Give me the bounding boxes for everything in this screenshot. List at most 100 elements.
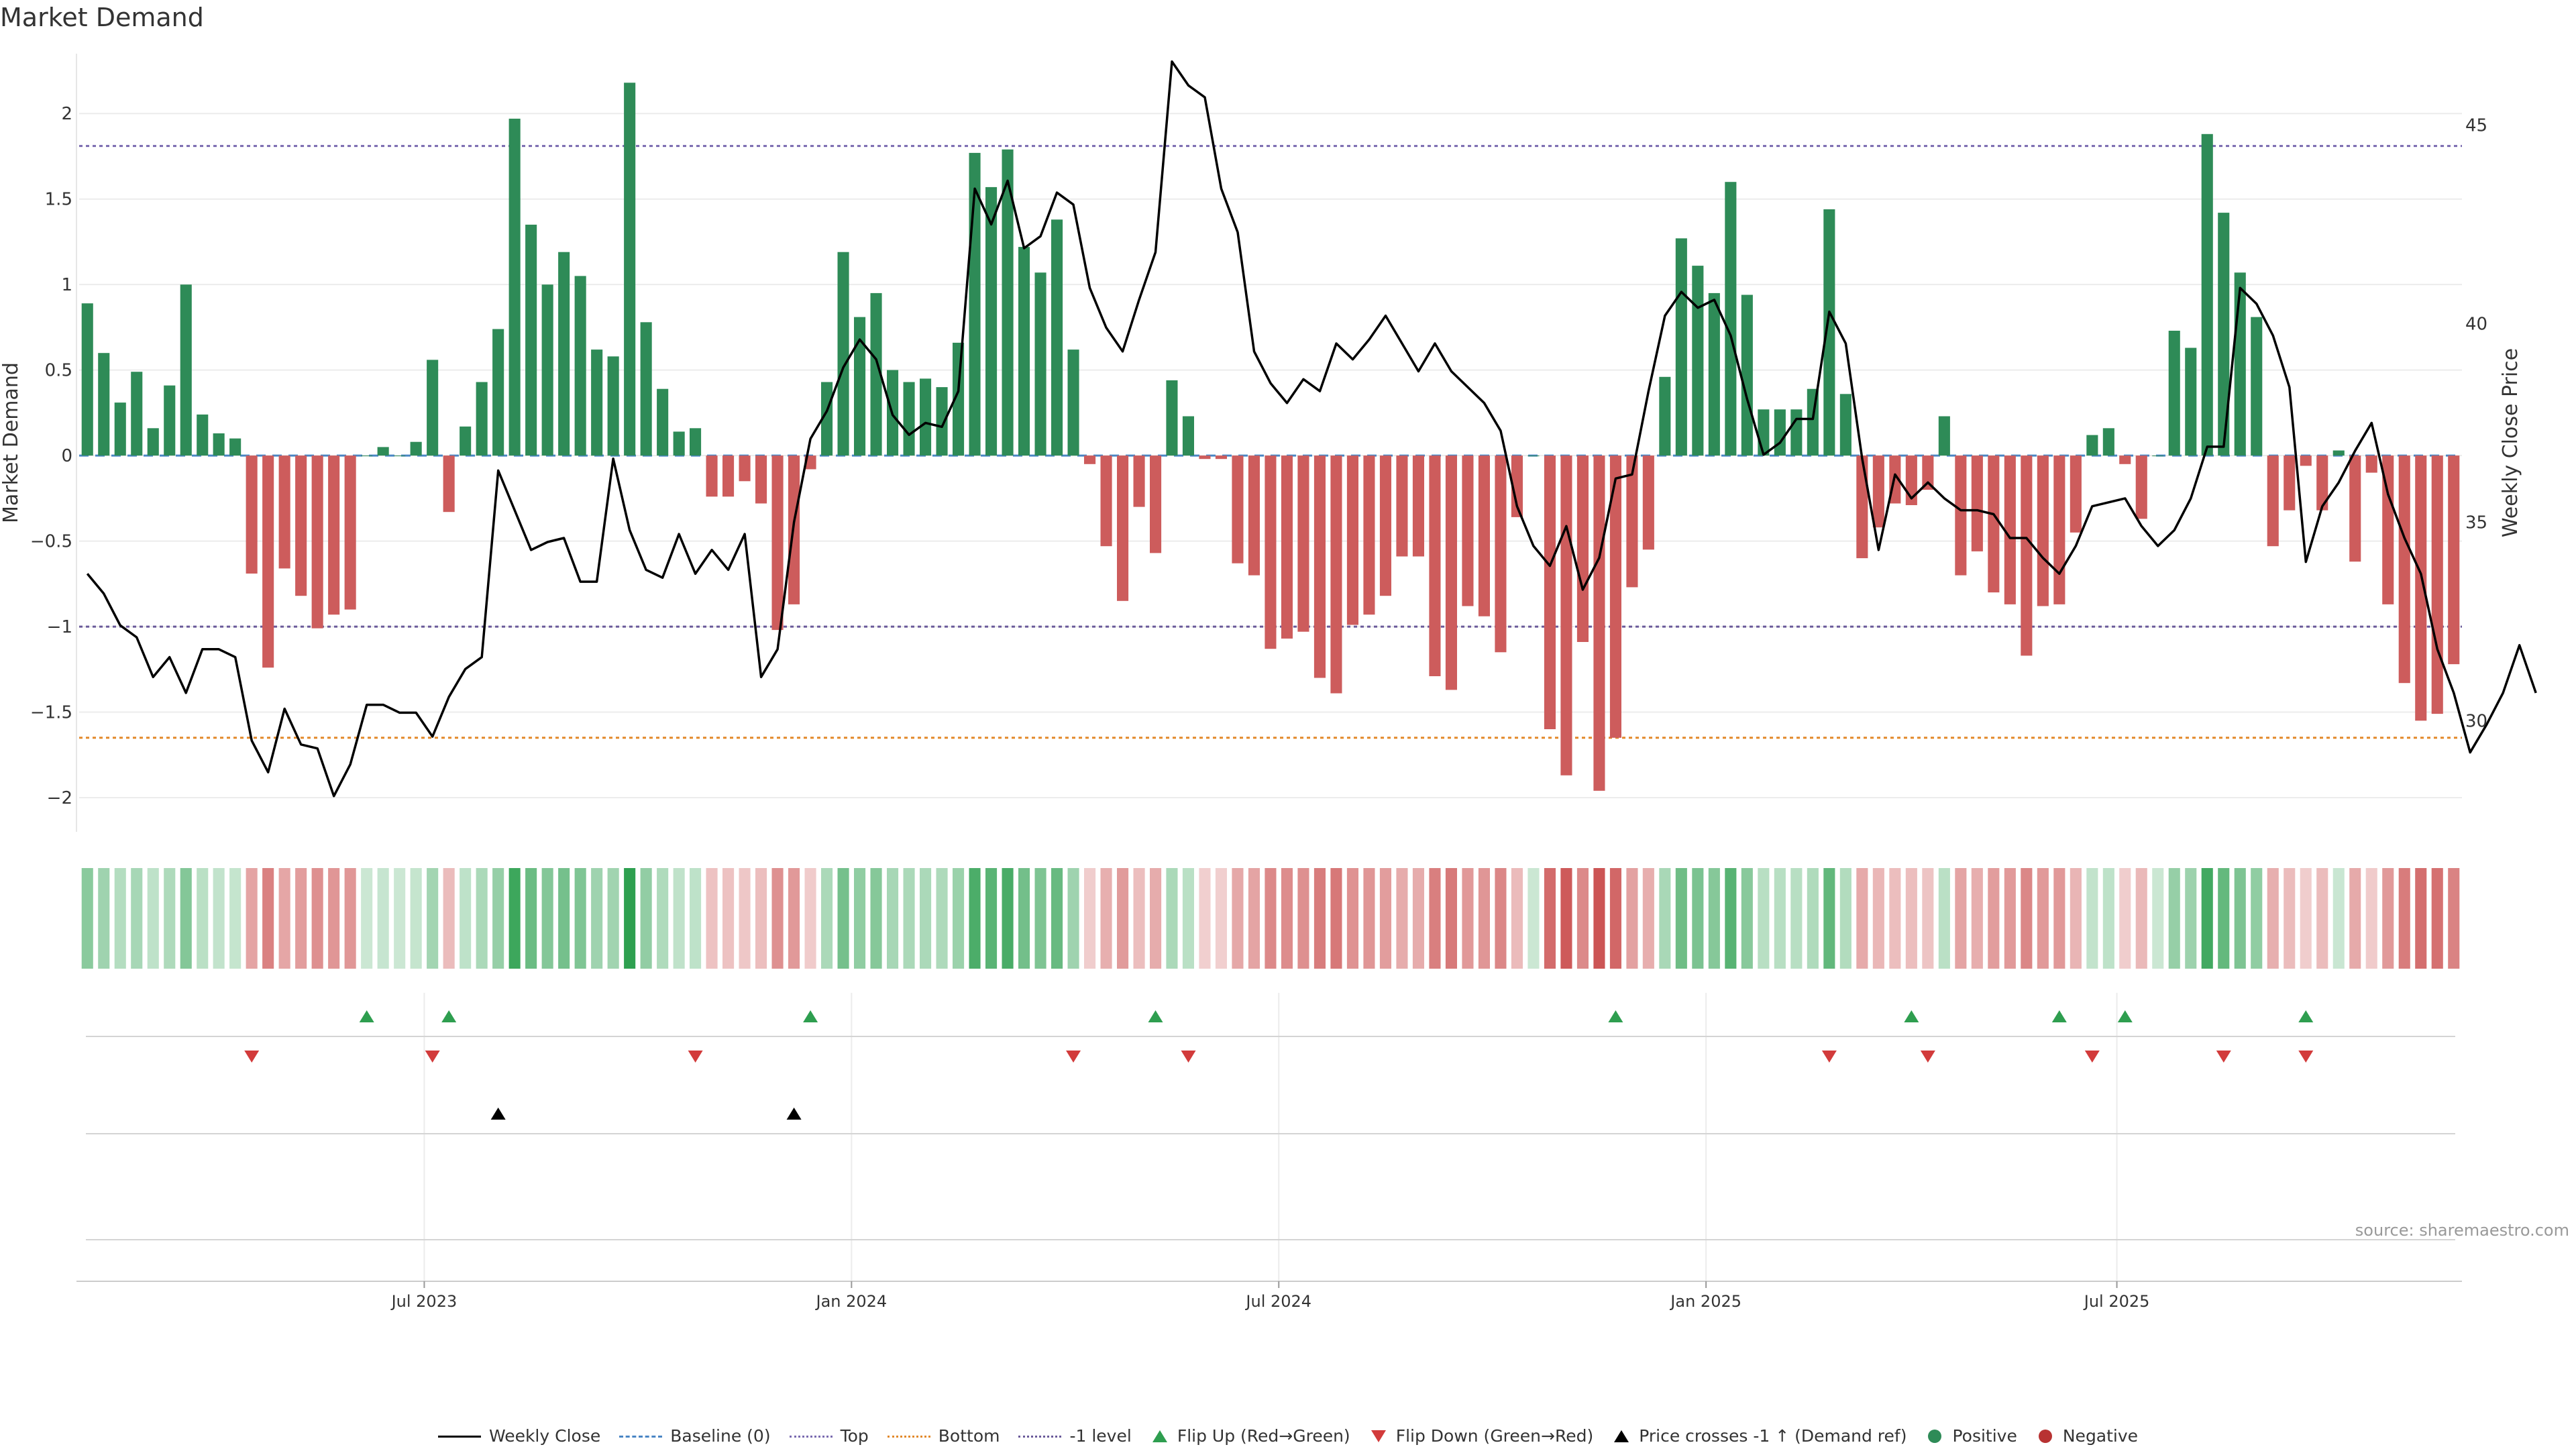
demand-bar-positive [1692,266,1704,456]
strip-cell [295,868,307,969]
strip-cell [1807,868,1819,969]
strip-cell [755,868,767,969]
x-tick-label: Jul 2023 [390,1292,458,1311]
demand-bar-negative [1478,455,1490,616]
x-axis: Jul 2023 Jan 2024 Jul 2024 Jan 2025 Jul 2025 [76,1281,2462,1311]
strip-cell [197,868,209,969]
strip-cell [607,868,619,969]
strip-cell [2349,868,2361,969]
strip-cell [443,868,455,969]
strip-cell [1462,868,1474,969]
strip-cell [213,868,225,969]
strip-cell [953,868,965,969]
demand-bar-negative [2053,455,2065,604]
y-right-tick-label: 40 [2465,314,2487,334]
strip-cell [1379,868,1391,969]
demand-bar-negative [1232,455,1244,564]
strip-cell [311,868,323,969]
strip-cell [821,868,833,969]
demand-bar-positive [1774,409,1786,456]
demand-bar-negative [2119,455,2131,464]
demand-bar-negative [1560,455,1572,775]
strip-cell [460,868,472,969]
demand-bar-negative [1429,455,1441,676]
flip-down-marker [425,1051,440,1063]
demand-bar-negative [2398,455,2410,684]
strip-cell [262,868,274,969]
strip-cell [2152,868,2164,969]
source-note: source: sharemaestro.com [2355,1221,2569,1240]
triangle-up-icon [1152,1430,1167,1442]
strip-cell [1955,868,1967,969]
x-tick-label: Jul 2025 [2083,1292,2150,1311]
strip-cell [2431,868,2443,969]
strip-cell [1823,868,1835,969]
legend-label: Top [840,1426,869,1446]
strip-cell [180,868,192,969]
strip-cell [1445,868,1457,969]
y-right-tick-label: 45 [2465,116,2487,136]
strip-cell [1659,868,1671,969]
legend-label: Price crosses -1 ↑ (Demand ref) [1639,1426,1907,1446]
dotted-line-icon [887,1429,930,1444]
flip-up-marker [2117,1010,2133,1022]
strip-cell [1971,868,1983,969]
strip-cell [2021,868,2033,969]
demand-bar-positive [377,447,389,456]
demand-bar-negative [1922,455,1934,490]
demand-bar-positive [2086,435,2098,456]
demand-bar-negative [2267,455,2279,547]
demand-bar-positive [640,322,652,456]
demand-bar-negative [1445,455,1457,690]
legend-item: Bottom [887,1426,1000,1446]
strip-cell [640,868,652,969]
x-tick-label: Jan 2024 [814,1292,887,1311]
dotted-line-icon [1018,1429,1062,1444]
demand-bar-negative [1150,455,1162,553]
demand-bar-negative [1313,455,1326,678]
strip-cell [2382,868,2394,969]
strip-cell [1346,868,1358,969]
y-tick-label: 1 [61,275,72,295]
strip-cell [1560,868,1572,969]
demand-bar-positive [985,186,998,456]
dashed-line-icon [619,1429,663,1444]
strip-cell [1511,868,1523,969]
strip-cell [1609,868,1621,969]
cross-up-marker [490,1108,506,1120]
demand-bar-negative [1248,455,1260,576]
demand-bar-negative [1100,455,1112,547]
strip-cell [1692,868,1704,969]
price-line-group [86,60,2537,798]
y-tick-label: 1.5 [45,190,72,210]
demand-bar-negative [1495,455,1507,653]
flip-up-marker [359,1010,374,1022]
demand-bar-negative [1265,455,1277,649]
demand-bar-positive [2332,450,2345,456]
y-right-tick-label: 30 [2465,711,2487,731]
triangle-up-icon [1614,1430,1629,1442]
strip-cell [870,868,882,969]
demand-bar-negative [1462,455,1474,606]
strip-cell [1527,868,1540,969]
demand-bar-positive [147,428,159,456]
strip-cell [229,868,241,969]
demand-bar-positive [1659,376,1671,456]
strip-cell [1872,868,1884,969]
demand-bar-positive [1790,409,1803,456]
demand-bar-positive [854,317,866,456]
strip-cell [1412,868,1424,969]
flip-down-marker [244,1051,260,1063]
demand-bar-negative [2349,455,2361,562]
demand-bar-negative [771,455,784,631]
demand-bar-negative [2415,455,2427,721]
demand-bar-positive [1725,182,1737,456]
demand-bar-negative [278,455,290,569]
chart-title: Market Demand [0,3,204,32]
strip-cell [427,868,439,969]
strip-cell [1100,868,1112,969]
strip-cell [2332,868,2345,969]
strip-cell [81,868,93,969]
strip-cell [804,868,816,969]
demand-bar-negative [1872,455,1884,528]
